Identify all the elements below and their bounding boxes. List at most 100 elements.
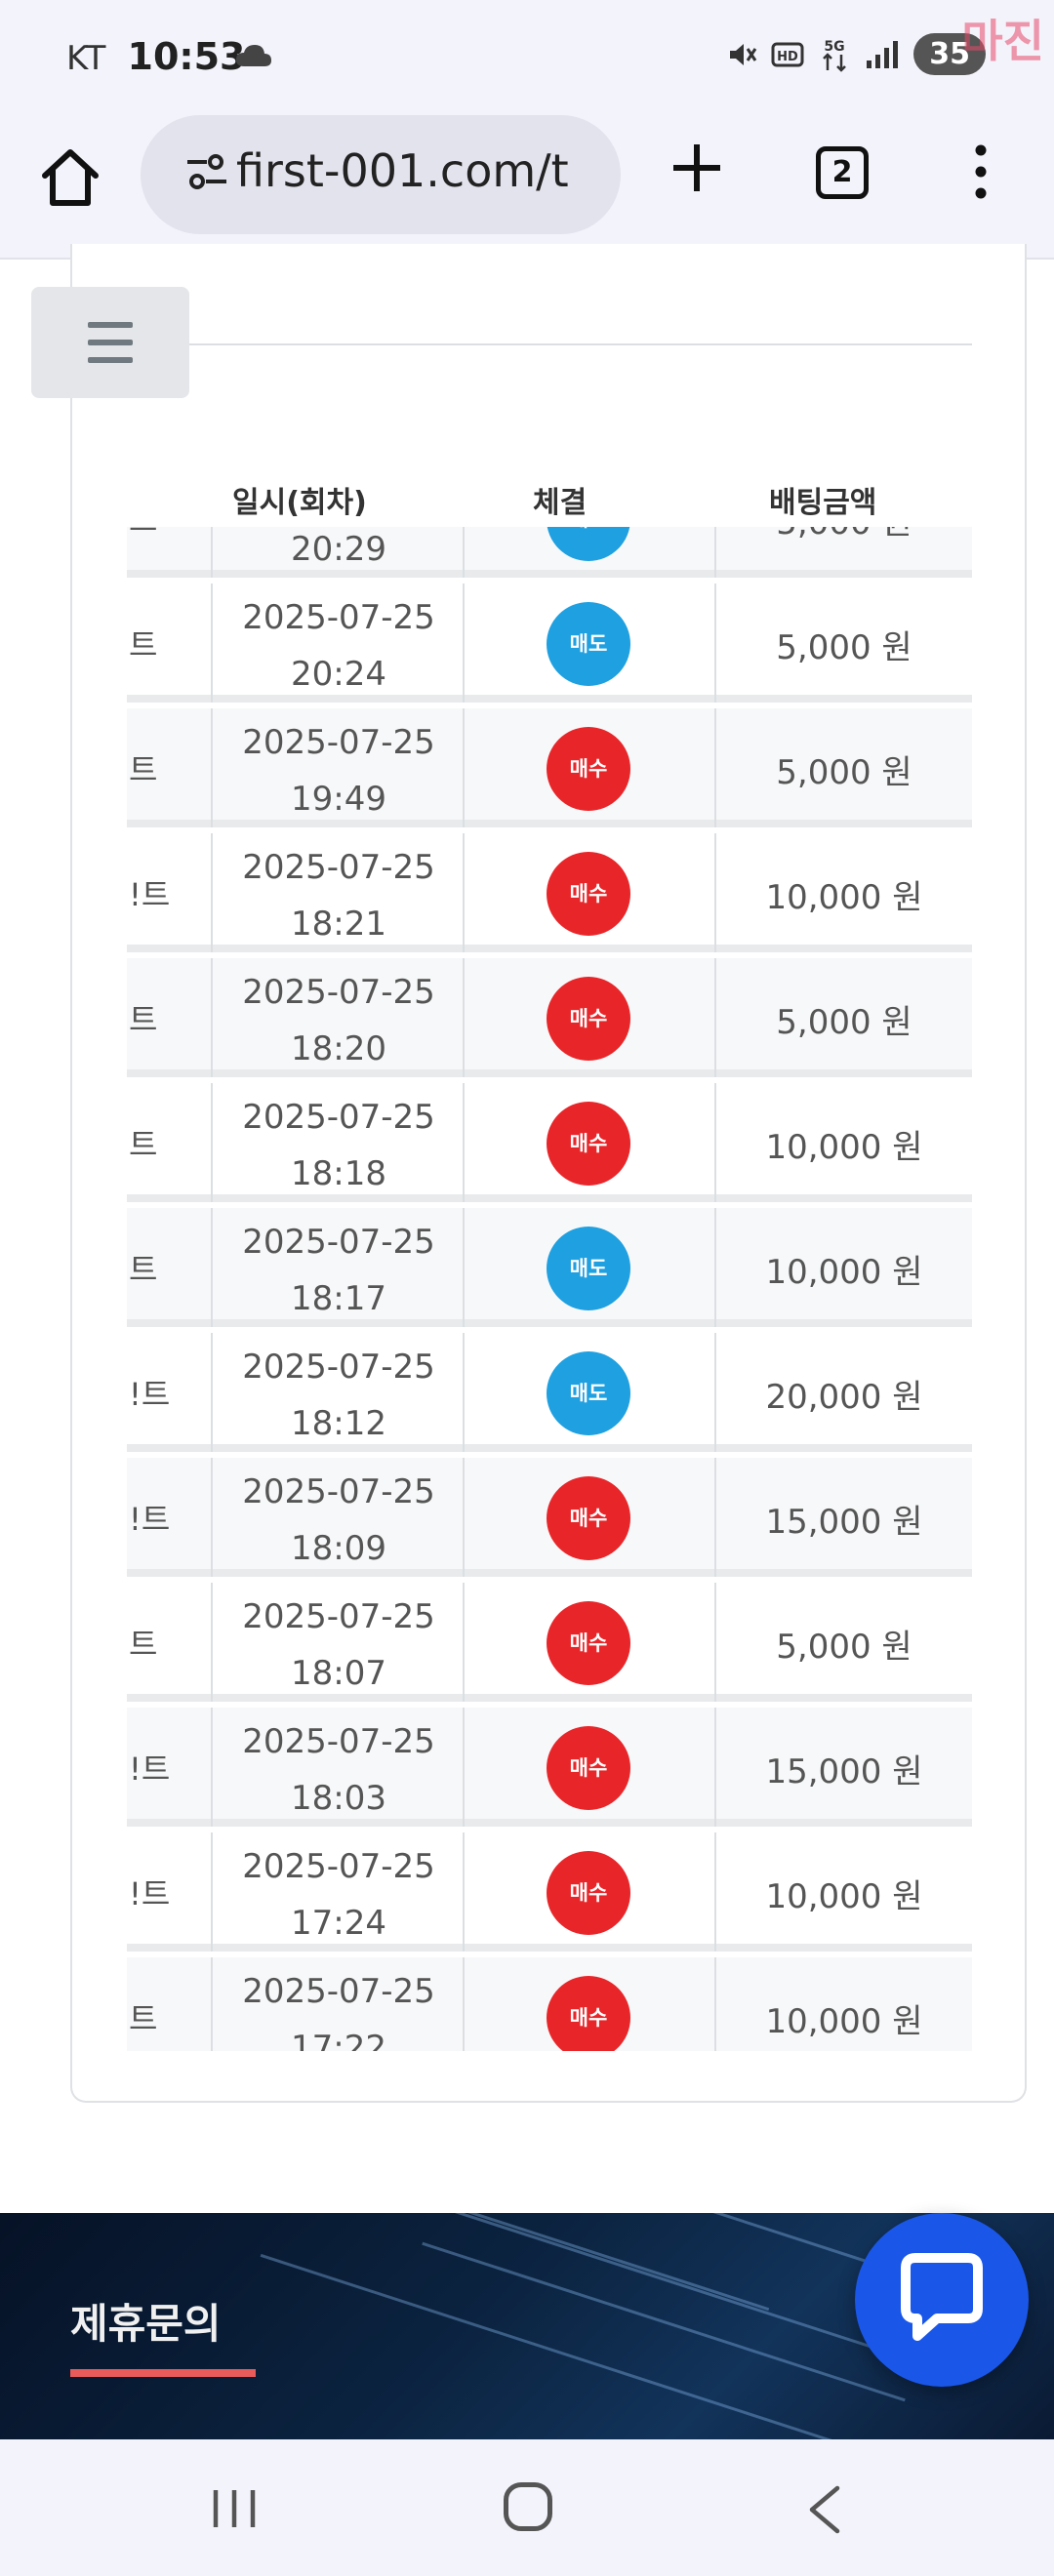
hamburger-line: [88, 322, 133, 328]
sell-badge: 매도: [547, 527, 630, 561]
amount-value: 10,000 원: [765, 1877, 923, 1916]
execution-cell: 매도: [465, 1333, 716, 1452]
table-row: 트 2025-07-25 18:17 매도 10,000 원: [127, 1208, 972, 1327]
name-fragment: 트: [129, 626, 158, 664]
hamburger-menu-button[interactable]: [31, 287, 189, 398]
name-cell: !트: [127, 1458, 213, 1577]
time-value: 18:18: [291, 1154, 386, 1193]
section-divider: [189, 343, 972, 345]
datetime-cell: 2025-07-25 19:49: [213, 708, 465, 827]
watermark-logo: 마진: [961, 15, 1044, 67]
buy-badge: 매수: [547, 727, 630, 811]
amount-cell: 5,000 원: [716, 584, 972, 703]
back-icon[interactable]: [806, 2484, 841, 2535]
time-value: 18:07: [291, 1654, 386, 1693]
name-fragment: 트: [129, 1126, 158, 1163]
time-value: 18:03: [291, 1779, 386, 1818]
amount-value: 5,000 원: [776, 1628, 912, 1667]
execution-cell: 매수: [465, 833, 716, 952]
datetime-text: 2025-07-25 18:12: [213, 1339, 465, 1452]
home-nav-icon[interactable]: [504, 2482, 552, 2531]
datetime-text: 2025-07-25 18:17: [213, 1214, 465, 1327]
buy-badge: 매수: [547, 1476, 630, 1560]
header-datetime: 일시(회차): [232, 486, 367, 520]
date-value: 2025-07-25: [242, 1223, 435, 1262]
new-tab-icon[interactable]: [669, 141, 724, 195]
execution-cell: 매도: [465, 584, 716, 703]
name-fragment: 트: [129, 527, 157, 541]
more-menu-icon[interactable]: [966, 142, 995, 201]
datetime-text: 2025-07-25 18:20: [213, 964, 465, 1077]
amount-value: 5,000 원: [716, 527, 972, 543]
execution-cell: 매수: [465, 958, 716, 1077]
table-row: !트 2025-07-25 18:03 매수 15,000 원: [127, 1708, 972, 1827]
sell-badge: 매도: [547, 1351, 630, 1435]
name-cell: 트: [127, 584, 213, 703]
name-fragment: !트: [129, 1875, 171, 1912]
buy-badge: 매수: [547, 977, 630, 1061]
date-value: 2025-07-25: [242, 598, 435, 637]
amount-cell: 20,000 원: [716, 1333, 972, 1452]
status-bar-left: KT 10:53: [66, 35, 246, 78]
amount-value: 20,000 원: [765, 1378, 923, 1417]
amount-value: 5,000 원: [776, 628, 912, 667]
table-row: 트 2025-07-25 19:49 매수 5,000 원: [127, 708, 972, 827]
name-fragment: 트: [129, 1626, 158, 1663]
time-value: 18:12: [291, 1404, 386, 1443]
svg-text:HD: HD: [777, 50, 798, 64]
sell-badge: 매도: [547, 1227, 630, 1310]
buy-badge: 매수: [547, 1851, 630, 1935]
carrier-label: KT: [66, 39, 106, 78]
chat-button[interactable]: [855, 2213, 1029, 2387]
execution-cell: 매수: [465, 1957, 716, 2051]
datetime-text: 2025-07-25 18:03: [213, 1713, 465, 1827]
table-row: 트 2025-07-25 18:20 매수 5,000 원: [127, 958, 972, 1077]
datetime-text: 2025-07-25 18:09: [213, 1464, 465, 1577]
time-value: 17:22: [291, 2029, 386, 2051]
time-value: 20:29: [291, 530, 386, 569]
amount-cell: 5,000 원: [716, 527, 972, 578]
site-settings-icon[interactable]: [185, 152, 228, 191]
name-cell: 트: [127, 527, 213, 578]
battery-indicator: 35: [913, 33, 986, 75]
amount-cell: 10,000 원: [716, 1208, 972, 1327]
datetime-text: 2025-07-25 18:07: [213, 1589, 465, 1702]
table-row: 트 2025-07-25 18:18 매수 10,000 원: [127, 1083, 972, 1202]
table-row: 트 2025-07-25 17:22 매수 10,000 원: [127, 1957, 972, 2051]
amount-value: 15,000 원: [765, 1503, 923, 1542]
time-value: 20:24: [291, 655, 386, 694]
name-cell: 트: [127, 1208, 213, 1327]
datetime-text: 2025-07-25 17:22: [213, 1963, 465, 2051]
banner-light-streak: [260, 2253, 912, 2439]
datetime-text: 2025-07-25 18:21: [213, 839, 465, 952]
datetime-cell: 2025-07-25 18:17: [213, 1208, 465, 1327]
status-bar-right: HD 5G 35: [726, 33, 986, 75]
home-icon[interactable]: [35, 142, 105, 213]
date-value: 2025-07-25: [242, 1972, 435, 2011]
buy-badge: 매수: [547, 1726, 630, 1810]
system-nav-bar: [0, 2439, 1054, 2576]
url-text[interactable]: first-001.com/t: [236, 144, 569, 197]
datetime-text: 2025-07-25 20:24: [213, 589, 465, 703]
datetime-cell: 2025-07-25 18:21: [213, 833, 465, 952]
signal-icon: [867, 40, 899, 68]
network-5g-icon: 5G: [823, 39, 847, 72]
date-value: 2025-07-25: [242, 848, 435, 887]
date-value: 2025-07-25: [242, 1847, 435, 1886]
tab-switcher-button[interactable]: 2: [816, 146, 869, 199]
amount-cell: 15,000 원: [716, 1458, 972, 1577]
name-cell: !트: [127, 833, 213, 952]
datetime-cell: 2025-07-25 18:12: [213, 1333, 465, 1452]
amount-value: 10,000 원: [765, 2002, 923, 2041]
recent-apps-icon[interactable]: [210, 2486, 259, 2531]
address-bar[interactable]: first-001.com/t: [141, 115, 621, 234]
execution-cell: 매수: [465, 1708, 716, 1827]
date-value: 2025-07-25: [242, 1597, 435, 1636]
time-value: 17:24: [291, 1904, 386, 1943]
header-execution: 체결: [533, 486, 588, 520]
name-cell: !트: [127, 1333, 213, 1452]
cloud-icon: [236, 45, 271, 66]
